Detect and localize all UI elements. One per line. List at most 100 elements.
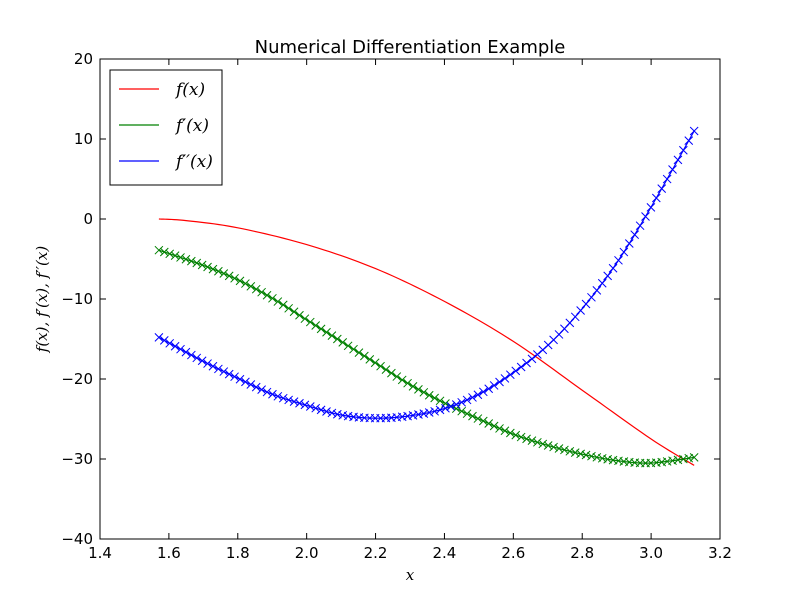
data-point-marker bbox=[484, 419, 494, 428]
data-point-marker bbox=[597, 453, 607, 463]
data-point-marker bbox=[587, 451, 596, 461]
data-point-marker bbox=[614, 255, 623, 265]
x-tick-label: 2.2 bbox=[364, 544, 388, 562]
data-point-marker bbox=[414, 410, 423, 419]
data-point-marker bbox=[543, 441, 553, 450]
data-point-marker bbox=[522, 434, 531, 444]
data-point-marker bbox=[349, 344, 358, 354]
data-point-marker bbox=[587, 292, 596, 302]
x-tick-label: 1.4 bbox=[88, 544, 112, 562]
data-point-marker bbox=[241, 377, 250, 387]
data-point-marker bbox=[684, 453, 694, 463]
data-point-marker bbox=[360, 351, 369, 361]
data-point-marker bbox=[424, 390, 434, 400]
legend: f(x) f′(x) f′′(x) bbox=[109, 69, 223, 186]
data-point-marker bbox=[159, 335, 169, 345]
data-point-marker bbox=[565, 446, 575, 456]
y-tick-label: 0 bbox=[83, 210, 93, 228]
data-point-marker bbox=[473, 390, 483, 400]
data-point-marker bbox=[673, 455, 683, 465]
data-point-marker bbox=[354, 348, 364, 357]
data-point-marker bbox=[327, 331, 337, 340]
data-point-marker bbox=[462, 395, 472, 405]
data-point-marker bbox=[489, 381, 499, 390]
data-point-marker bbox=[630, 230, 640, 240]
data-point-marker bbox=[327, 408, 337, 418]
data-point-marker bbox=[278, 393, 288, 403]
x-tick-label: 2.0 bbox=[295, 544, 319, 562]
data-point-marker bbox=[505, 370, 515, 380]
data-point-marker bbox=[300, 400, 310, 410]
data-point-marker bbox=[235, 374, 245, 384]
data-point-marker bbox=[165, 338, 175, 348]
data-point-marker bbox=[219, 269, 229, 278]
data-point-marker bbox=[381, 365, 391, 374]
data-point-marker bbox=[592, 452, 602, 462]
data-point-marker bbox=[446, 402, 456, 411]
data-point-marker bbox=[581, 299, 591, 309]
data-point-marker bbox=[689, 126, 699, 136]
data-point-marker bbox=[624, 239, 634, 248]
data-point-marker bbox=[262, 387, 272, 397]
data-point-marker bbox=[246, 380, 256, 389]
data-point-marker bbox=[522, 358, 531, 368]
data-point-marker bbox=[295, 310, 304, 320]
data-point-marker bbox=[295, 398, 304, 408]
data-point-marker bbox=[603, 454, 613, 464]
data-point-marker bbox=[159, 247, 169, 257]
data-point-marker bbox=[684, 136, 694, 145]
y-axis: 20 10 0 −10 −20 −30 −40 bbox=[61, 50, 720, 548]
data-point-marker bbox=[241, 279, 250, 288]
data-point-marker bbox=[289, 307, 299, 317]
data-point-marker bbox=[581, 450, 591, 460]
data-point-marker bbox=[662, 174, 672, 184]
data-point-marker bbox=[500, 426, 510, 436]
data-point-marker bbox=[251, 382, 261, 392]
data-point-marker bbox=[186, 256, 196, 266]
data-point-marker bbox=[505, 428, 515, 438]
data-point-marker bbox=[392, 372, 402, 381]
x-axis: 1.4 1.6 1.8 2.0 2.2 2.4 2.6 2.8 3.0 3.2 bbox=[88, 59, 732, 562]
data-point-marker bbox=[619, 247, 629, 257]
data-point-marker bbox=[414, 385, 423, 394]
x-tick-label: 3.0 bbox=[639, 544, 663, 562]
data-point-marker bbox=[500, 374, 510, 383]
data-point-marker bbox=[533, 350, 542, 359]
data-point-marker bbox=[441, 403, 450, 413]
data-point-marker bbox=[214, 364, 223, 374]
data-point-marker bbox=[305, 317, 315, 327]
data-point-marker bbox=[246, 281, 256, 291]
legend-label: f(x) bbox=[174, 80, 205, 100]
data-point-marker bbox=[419, 387, 429, 397]
legend-item: f′(x) bbox=[119, 116, 209, 136]
x-tick-label: 2.6 bbox=[501, 544, 525, 562]
data-point-marker bbox=[560, 445, 569, 455]
legend-label: f′′(x) bbox=[174, 152, 213, 172]
data-point-marker bbox=[387, 368, 396, 378]
data-point-marker bbox=[576, 306, 585, 315]
x-tick-label: 3.2 bbox=[708, 544, 732, 562]
data-point-marker bbox=[154, 333, 164, 342]
data-point-marker bbox=[468, 411, 477, 421]
data-point-marker bbox=[370, 358, 380, 368]
data-point-marker bbox=[203, 359, 212, 368]
y-tick-label: −40 bbox=[61, 530, 93, 548]
data-point-marker bbox=[224, 369, 234, 379]
data-point-marker bbox=[468, 393, 477, 402]
data-point-marker bbox=[192, 258, 202, 268]
data-point-marker bbox=[576, 449, 585, 459]
data-point-marker bbox=[257, 385, 266, 395]
data-point-marker bbox=[408, 411, 418, 420]
data-point-marker bbox=[592, 286, 602, 295]
data-point-marker bbox=[289, 397, 299, 406]
data-point-marker bbox=[332, 334, 342, 344]
data-point-marker bbox=[338, 338, 348, 347]
data-point-marker bbox=[208, 361, 218, 371]
data-point-marker bbox=[608, 263, 618, 273]
data-point-marker bbox=[424, 408, 434, 417]
data-point-marker bbox=[651, 193, 661, 203]
data-point-marker bbox=[273, 391, 283, 401]
data-point-marker bbox=[533, 437, 542, 447]
data-point-marker bbox=[208, 264, 218, 274]
series-2 bbox=[154, 245, 699, 468]
